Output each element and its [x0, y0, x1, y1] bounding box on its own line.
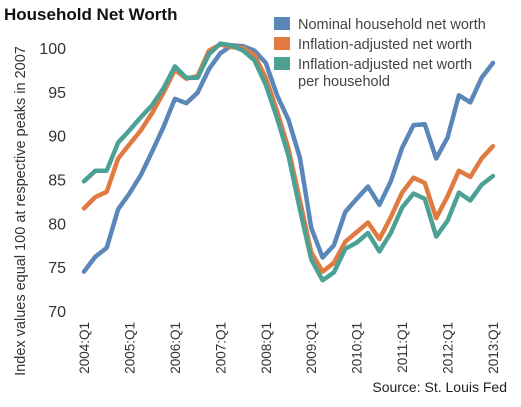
x-tick-label: 2008:Q1 [259, 322, 274, 374]
x-tick-label: 2012:Q1 [441, 322, 456, 374]
legend-label-3: Inflation-adjusted net worth per househol… [298, 57, 472, 90]
legend-swatch-2 [274, 37, 290, 50]
y-tick-label: 85 [48, 173, 66, 190]
series-lines [81, 41, 496, 283]
y-tick-label: 80 [48, 216, 66, 233]
legend-swatch-3 [274, 57, 290, 70]
x-tick-label: 2009:Q1 [304, 322, 319, 374]
y-tick-label: 70 [48, 304, 66, 321]
x-tick-label: 2013:Q1 [486, 322, 501, 374]
x-tick-label: 2006:Q1 [168, 322, 183, 374]
x-tick-label: 2011:Q1 [395, 322, 410, 373]
y-axis-label: Index values equal 100 at respective pea… [13, 46, 29, 376]
legend-label-2: Inflation-adjusted net worth [298, 37, 472, 53]
x-tick-label: 2010:Q1 [350, 322, 365, 374]
x-tick-label: 2004:Q1 [77, 322, 92, 374]
y-tick-label: 75 [48, 260, 66, 277]
y-tick-label: 100 [39, 41, 66, 58]
x-tick-labels: 2004:Q1 2005:Q1 2006:Q1 2007:Q1 2008:Q1 2009:… [77, 322, 501, 374]
y-tick-label: 90 [48, 129, 66, 146]
y-tick-labels: 70 75 80 85 90 95 100 [39, 41, 66, 321]
series-line-1 [81, 43, 496, 274]
legend: Nominal household net worth Inflation-adj… [274, 17, 486, 90]
legend-swatch-1 [274, 17, 290, 30]
series-line-3 [81, 41, 496, 283]
x-tick-label: 2005:Q1 [122, 322, 137, 374]
chart-title: Household Net Worth [4, 5, 177, 24]
legend-label-1: Nominal household net worth [298, 17, 486, 33]
x-tick-label: 2007:Q1 [213, 322, 228, 374]
source-note: Source: St. Louis Fed [372, 379, 507, 395]
y-tick-label: 95 [48, 85, 66, 102]
